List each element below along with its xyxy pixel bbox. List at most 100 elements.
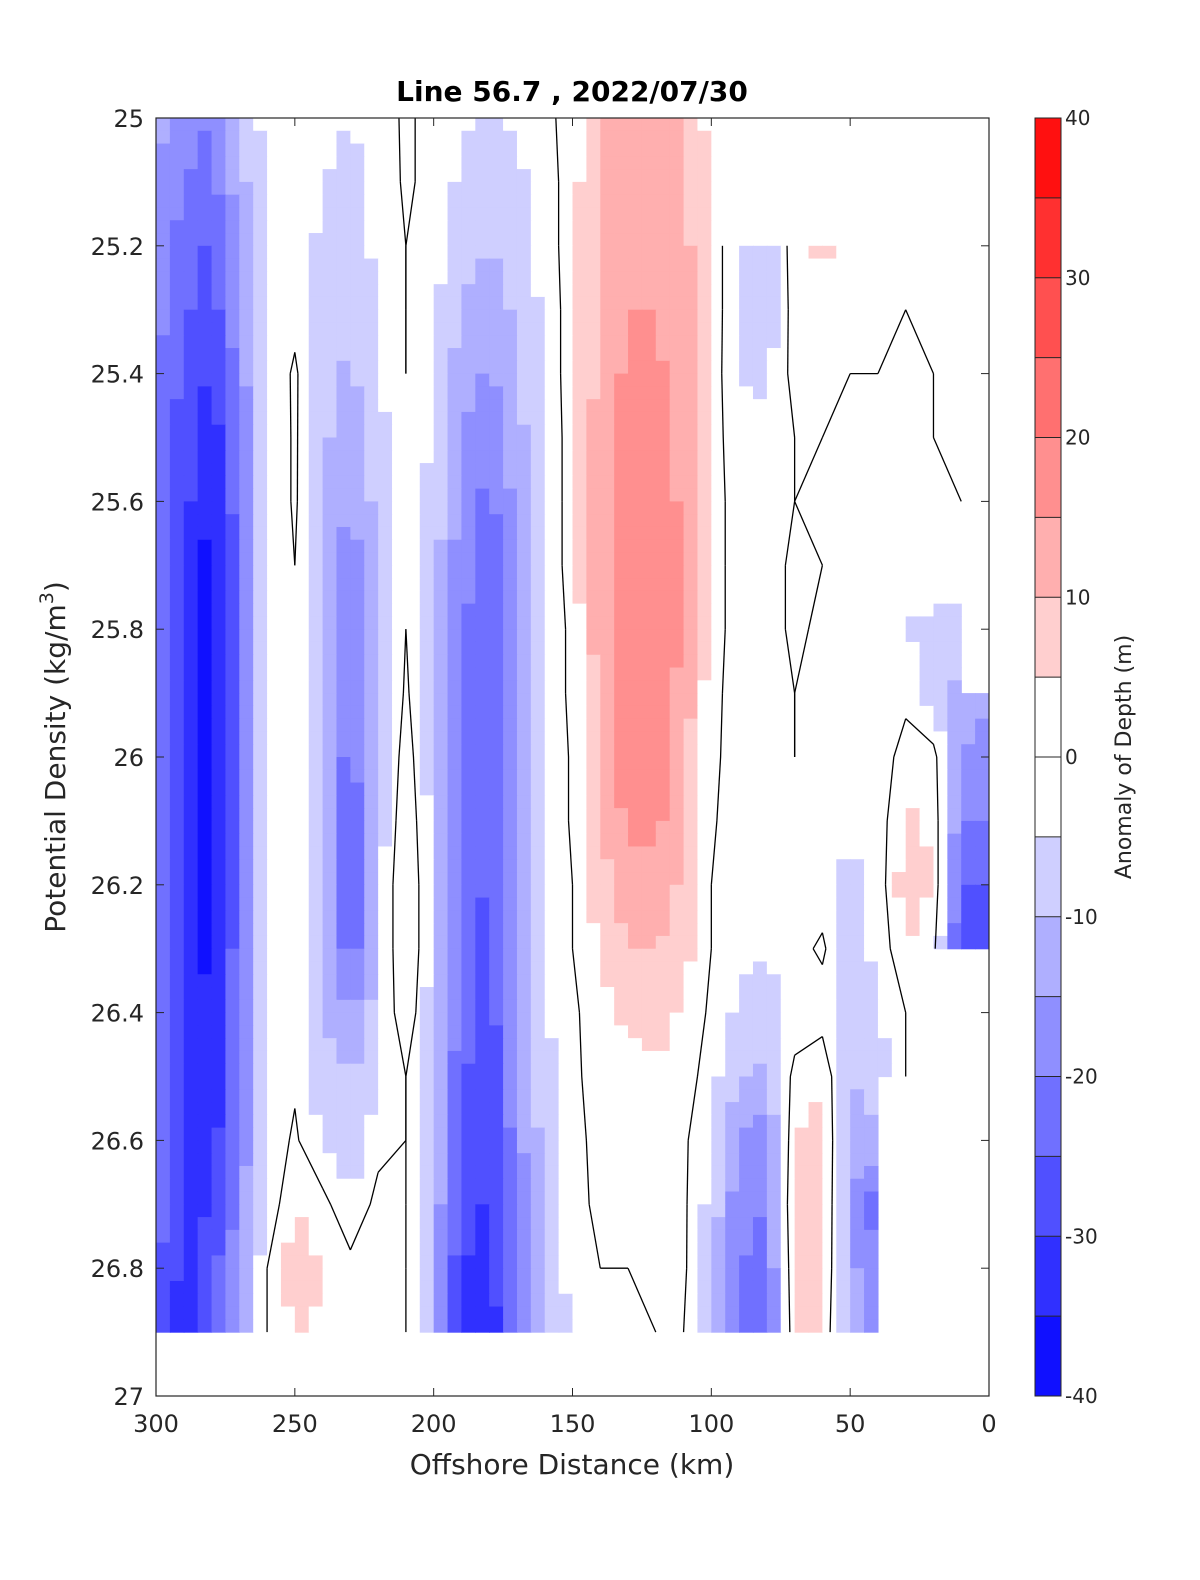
heatmap-cell [169,565,185,579]
heatmap-cell [669,1102,685,1116]
heatmap-cell [475,833,490,848]
heatmap-cell [628,1089,643,1103]
heatmap-cell [169,999,185,1014]
heatmap-cell [225,629,240,643]
heatmap-cell [641,731,657,745]
heatmap-cell [197,373,213,387]
heatmap-cell [267,271,282,285]
heatmap-cell [489,373,504,387]
heatmap-cell [516,437,532,451]
heatmap-cell [669,769,685,784]
heatmap-cell [794,590,810,605]
heatmap-cell [905,667,921,681]
heatmap-cell [808,1076,823,1090]
heatmap-cell [322,999,338,1014]
heatmap-cell [864,1063,879,1078]
heatmap-cell [156,846,171,860]
heatmap-cell [808,488,823,502]
heatmap-cell [780,782,796,796]
heatmap-cell [558,143,574,157]
heatmap-cell [475,884,490,899]
heatmap-cell [267,514,282,528]
heatmap-cell [280,693,296,707]
heatmap-cell [503,1165,518,1180]
heatmap-cell [864,1076,879,1090]
heatmap-cell [808,667,823,681]
heatmap-cell [225,948,240,963]
heatmap-cell [405,373,421,387]
heatmap-cell [211,641,227,656]
heatmap-cell [891,284,907,298]
heatmap-cell [725,987,740,1001]
heatmap-cell [364,1140,379,1154]
heatmap-cell [544,948,560,963]
heatmap-cell [503,335,518,349]
heatmap-cell [336,961,351,975]
heatmap-cell [350,910,365,924]
heatmap-cell [308,386,324,400]
heatmap-cell [197,514,213,528]
heatmap-cell [350,501,365,515]
heatmap-cell [683,910,699,924]
heatmap-cell [794,386,810,400]
heatmap-cell [864,718,879,733]
heatmap-cell [641,552,657,566]
heatmap-cell [822,884,837,899]
heatmap-cell [752,1012,768,1026]
heatmap-cell [239,897,254,911]
heatmap-cell [211,961,227,975]
heatmap-cell [211,424,227,439]
heatmap-cell [586,373,601,387]
heatmap-cell [711,258,726,272]
heatmap-cell [808,757,823,771]
heatmap-cell [628,348,643,362]
heatmap-cell [239,322,254,336]
heatmap-cell [683,590,699,605]
heatmap-cell [364,744,379,758]
heatmap-cell [766,641,782,656]
heatmap-cell [711,757,726,771]
heatmap-cell [489,450,504,464]
heatmap-cell [877,718,893,733]
heatmap-cell [489,526,504,541]
heatmap-cell [156,194,171,209]
heatmap-cell [336,820,351,835]
heatmap-cell [641,974,657,988]
heatmap-cell [308,667,324,681]
heatmap-cell [336,194,351,209]
heatmap-cell [169,258,185,272]
heatmap-cell [850,731,865,745]
heatmap-cell [725,526,740,541]
heatmap-cell [447,820,463,835]
heatmap-cell [308,1268,324,1282]
heatmap-cell [766,1063,782,1078]
heatmap-cell [267,1114,282,1129]
heatmap-cell [697,258,712,272]
heatmap-cell [822,514,837,528]
heatmap-cell [725,501,740,515]
heatmap-cell [628,552,643,566]
heatmap-cell [600,220,615,234]
heatmap-cell [280,450,296,464]
heatmap-cell [405,1229,421,1244]
heatmap-cell [267,731,282,745]
heatmap-cell [891,641,907,656]
heatmap-cell [267,616,282,630]
heatmap-cell [461,923,476,937]
heatmap-cell [558,399,574,413]
heatmap-cell [197,757,213,771]
heatmap-cell [280,705,296,720]
heatmap-cell [225,987,240,1001]
heatmap-cell [489,424,504,439]
heatmap-cell [503,1114,518,1129]
heatmap-cell [322,143,338,157]
heatmap-cell [586,578,601,592]
heatmap-cell [697,629,712,643]
heatmap-cell [725,629,740,643]
heatmap-cell [558,335,574,349]
heatmap-cell [725,974,740,988]
heatmap-cell [933,718,948,733]
heatmap-cell [766,974,782,988]
heatmap-cell [572,718,587,733]
heatmap-cell [294,820,310,835]
